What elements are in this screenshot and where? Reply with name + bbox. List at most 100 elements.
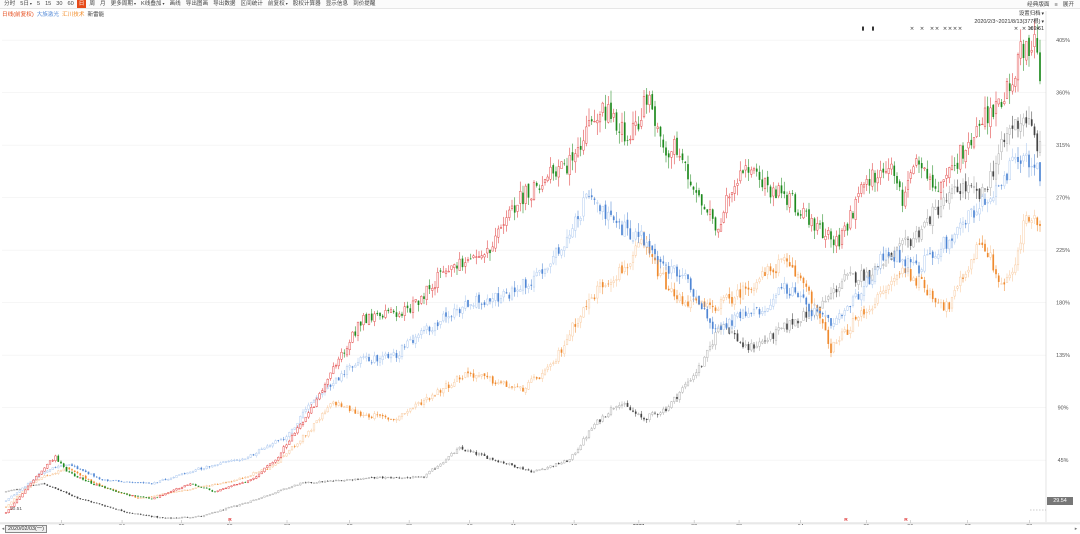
- toolbar-button-9[interactable]: 更多周期▾: [109, 0, 138, 8]
- candle-body: [849, 330, 852, 334]
- candle-body: [612, 216, 615, 221]
- candle-body: [887, 285, 890, 290]
- toolbar-right-button-0[interactable]: 经典版面: [1027, 1, 1050, 8]
- candle-body: [211, 490, 214, 492]
- toolbar-button-6[interactable]: 日: [76, 0, 87, 8]
- candle-body: [123, 492, 126, 494]
- candle-body: [117, 491, 120, 493]
- toolbar-button-18[interactable]: 到价提醒: [351, 0, 377, 8]
- candle-body: [183, 489, 186, 491]
- candle-body: [109, 480, 112, 482]
- candle-body: [318, 393, 321, 400]
- event-marker-icon[interactable]: ▮: [872, 26, 875, 32]
- toolbar-button-4[interactable]: 30: [54, 0, 64, 8]
- candle-body: [137, 497, 139, 499]
- toolbar-button-17[interactable]: 显示信息: [324, 0, 350, 8]
- event-marker-icon[interactable]: ×: [1029, 26, 1034, 32]
- candle-body: [48, 460, 52, 465]
- candle-body: [332, 383, 335, 386]
- event-marker-icon[interactable]: ×: [943, 26, 948, 32]
- scroll-left-icon[interactable]: ◂: [1, 526, 5, 532]
- toolbar-button-7[interactable]: 周: [87, 0, 97, 8]
- toolbar-button-1[interactable]: 5日▾: [18, 0, 34, 8]
- candle-body: [131, 494, 134, 497]
- candle-body: [32, 479, 35, 484]
- scroll-right-icon[interactable]: ▸: [1074, 526, 1078, 532]
- candle-body: [607, 104, 610, 123]
- candle-body: [348, 365, 351, 368]
- candle-body: [513, 464, 516, 468]
- event-marker-icon[interactable]: ×: [910, 26, 915, 32]
- toolbar-button-10[interactable]: K线叠加▾: [139, 0, 167, 8]
- candle-body: [574, 216, 577, 231]
- toolbar-button-3[interactable]: 15: [43, 0, 53, 8]
- candle-body: [475, 374, 478, 379]
- candle-body: [706, 209, 709, 213]
- event-marker-icon[interactable]: ×: [958, 26, 963, 32]
- candle-body: [458, 377, 461, 380]
- event-flag-icon[interactable]: R: [904, 517, 908, 523]
- event-marker-icon[interactable]: ×: [1022, 26, 1027, 32]
- candle-body: [541, 269, 544, 274]
- toolbar-right-button-1[interactable]: 展开: [1062, 1, 1074, 8]
- toolbar-button-8[interactable]: 月: [98, 0, 108, 8]
- candle-body: [510, 205, 514, 209]
- candle-body: [665, 408, 667, 411]
- candle-body: [750, 312, 753, 314]
- toolbar-button-14[interactable]: 区间统计: [239, 0, 265, 8]
- candle-body: [860, 310, 863, 317]
- candle-body: [719, 224, 723, 232]
- range-setting-label[interactable]: 设置归档▾: [1018, 11, 1044, 17]
- toolbar-button-11[interactable]: 画线: [168, 0, 183, 8]
- candle-body: [224, 487, 228, 489]
- candle-body: [104, 486, 106, 488]
- toolbar-button-2[interactable]: 5: [35, 0, 42, 8]
- candle-body: [255, 472, 258, 474]
- candle-body: [772, 187, 775, 197]
- candle-body: [255, 452, 258, 456]
- toolbar-button-12[interactable]: 导出图画: [184, 0, 210, 8]
- candle-body: [700, 303, 703, 310]
- toolbar-button-0[interactable]: 分时: [2, 0, 17, 8]
- toolbar-button-13[interactable]: 导出数据: [211, 0, 237, 8]
- event-marker-icon[interactable]: ×: [1036, 26, 1041, 32]
- candle-body: [970, 259, 973, 270]
- event-flag-icon[interactable]: R: [844, 517, 848, 523]
- toolbar-button-5[interactable]: 60: [66, 0, 76, 8]
- candle-body: [1030, 166, 1033, 168]
- candle-body: [689, 278, 692, 290]
- x-tick-label: 09: [406, 524, 412, 525]
- candle-body: [348, 342, 351, 350]
- candle-body: [906, 258, 910, 268]
- event-marker-icon[interactable]: ×: [930, 26, 935, 32]
- event-marker-icon[interactable]: ×: [935, 26, 940, 32]
- candle-body: [978, 188, 981, 199]
- menu-icon[interactable]: ≡: [1054, 1, 1058, 8]
- candle-body: [489, 250, 491, 254]
- event-flag-icon[interactable]: R: [228, 517, 232, 523]
- candle-body: [71, 494, 73, 496]
- event-marker-icon[interactable]: ▮: [862, 26, 865, 32]
- candle-body: [73, 495, 76, 497]
- toolbar-button-15[interactable]: 前复权▾: [266, 0, 290, 8]
- candle-body: [475, 452, 478, 455]
- candle-body: [854, 293, 857, 297]
- event-marker-icon[interactable]: ×: [948, 26, 953, 32]
- candle-body: [332, 480, 335, 482]
- candle-body: [838, 234, 841, 247]
- candle-body: [216, 464, 219, 466]
- candle-body: [249, 454, 252, 458]
- candle-body: [568, 334, 571, 341]
- candle-body: [216, 511, 219, 513]
- stock-chart[interactable]: 45%90%135%180%225%270%315%360%405%030405…: [0, 9, 1080, 525]
- candle-body: [766, 266, 769, 275]
- event-marker-icon[interactable]: ×: [1014, 26, 1019, 32]
- candle-body: [887, 168, 890, 174]
- candle-body: [557, 350, 560, 362]
- candle-body: [808, 209, 810, 225]
- toolbar-button-16[interactable]: 股权计算器: [291, 0, 323, 8]
- candle-body: [137, 495, 139, 497]
- candle-body: [98, 477, 101, 480]
- event-marker-icon[interactable]: ×: [920, 26, 925, 32]
- event-marker-icon[interactable]: ×: [953, 26, 958, 32]
